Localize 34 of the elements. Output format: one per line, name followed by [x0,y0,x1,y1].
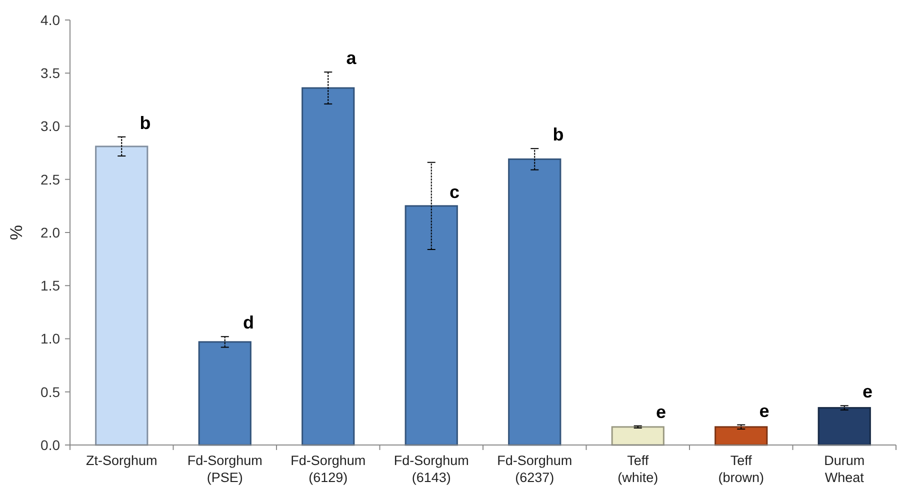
bar [508,158,562,446]
y-tick-label: 4.0 [40,12,60,28]
x-tick-label: Teff (white) [618,453,658,485]
bar [818,407,871,446]
y-tick-label: 0.0 [40,436,60,453]
bar [302,87,355,446]
y-tick-label: 3.0 [40,118,60,134]
bar [404,205,458,446]
annotation: a [346,48,358,68]
bar [198,341,252,446]
annotation: d [242,312,254,333]
annotation: e [656,402,666,422]
x-tick-label: Fd-Sorghum (6129) [290,453,366,485]
annotation: b [140,112,151,133]
bar [714,426,768,446]
y-tick-label: 3.5 [40,65,60,82]
x-tick-label: Fd-Sorghum (6237) [497,453,572,485]
x-tick-label: Fd-Sorghum (6143) [394,453,469,485]
annotation: e [862,382,872,402]
y-tick-label: 2.5 [40,171,60,188]
x-tick-label: Fd-Sorghum (PSE) [187,453,262,485]
y-tick-label: 0.5 [40,384,60,400]
x-tick-label: Teff (brown) [718,453,764,485]
y-tick-label: 1.5 [40,278,60,294]
y-tick-label: 1.0 [40,330,60,347]
x-tick-label: Durum Wheat [824,453,865,485]
annotation: c [449,182,460,202]
x-tick-label: Zt-Sorghum [86,453,158,468]
y-axis-title: % [7,224,26,240]
bar [611,426,664,446]
annotation: b [552,124,564,145]
bar [95,146,148,446]
y-tick-label: 2.0 [40,224,60,240]
annotation: e [759,400,770,421]
